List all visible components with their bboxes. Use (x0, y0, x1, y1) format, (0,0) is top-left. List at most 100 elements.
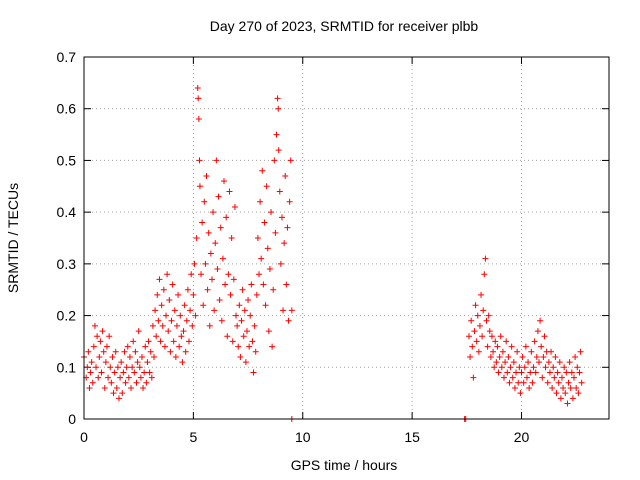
data-point (273, 131, 280, 138)
data-point (533, 353, 540, 360)
data-point (84, 364, 91, 371)
data-point (516, 364, 523, 371)
data-point (187, 307, 194, 314)
data-point (259, 167, 266, 174)
data-point (540, 353, 547, 360)
data-point (144, 359, 151, 366)
data-point (576, 369, 583, 376)
x-tick-label: 0 (80, 429, 88, 445)
data-point (170, 338, 177, 345)
data-point (93, 364, 100, 371)
data-point (555, 379, 562, 386)
data-point (496, 353, 503, 360)
data-point (161, 343, 168, 350)
data-point (490, 348, 497, 355)
data-point (468, 317, 475, 324)
data-point (87, 369, 94, 376)
data-point (552, 353, 559, 360)
y-tick-label: 0.3 (57, 256, 77, 272)
data-point (157, 338, 164, 345)
x-tick-label: 20 (514, 429, 530, 445)
data-point (99, 328, 106, 335)
data-point (158, 302, 165, 309)
data-point (121, 348, 128, 355)
data-point (96, 353, 103, 360)
data-point (517, 390, 524, 397)
axis-ticks: 0 0.1 0.2 0.3 0.4 0.5 0.6 0.7 0 5 10 15 20 (57, 49, 609, 445)
x-tick-label: 5 (189, 429, 197, 445)
data-point (285, 317, 292, 324)
data-point (275, 105, 282, 112)
data-point (164, 271, 171, 278)
data-point (163, 312, 170, 319)
data-point (200, 302, 207, 309)
data-point (130, 338, 137, 345)
data-point (178, 333, 185, 340)
data-point (169, 281, 176, 288)
data-point (190, 291, 197, 298)
data-point (278, 214, 285, 221)
data-point (565, 379, 572, 386)
data-point (204, 286, 211, 293)
data-point (494, 343, 501, 350)
data-point (472, 302, 479, 309)
data-point (493, 359, 500, 366)
data-point (265, 328, 272, 335)
data-point (98, 369, 105, 376)
data-point (563, 369, 570, 376)
data-point (528, 348, 535, 355)
data-point (106, 333, 113, 340)
grid-lines (84, 57, 609, 419)
data-point (504, 369, 511, 376)
data-point (270, 286, 277, 293)
data-point (527, 369, 534, 376)
data-point (188, 271, 195, 278)
data-point (214, 266, 221, 273)
data-point (249, 338, 256, 345)
data-point (505, 353, 512, 360)
data-point (86, 384, 93, 391)
data-point (578, 379, 585, 386)
data-point (179, 359, 186, 366)
data-point (247, 312, 254, 319)
data-point (572, 353, 579, 360)
data-point (218, 317, 225, 324)
data-point (553, 390, 560, 397)
data-point (235, 343, 242, 350)
data-point (135, 328, 142, 335)
data-point (196, 183, 203, 190)
data-point (205, 229, 212, 236)
data-point (275, 147, 282, 154)
data-point (117, 374, 124, 381)
data-point (233, 312, 240, 319)
data-point (91, 322, 98, 329)
data-point (564, 400, 571, 407)
data-point (248, 281, 255, 288)
data-point (480, 307, 487, 314)
data-point (147, 348, 154, 355)
data-point (530, 364, 537, 371)
data-point (107, 364, 114, 371)
data-point (495, 369, 502, 376)
data-point (219, 255, 226, 262)
data-point (237, 353, 244, 360)
data-point (276, 188, 283, 195)
data-point (173, 322, 180, 329)
x-tick-label: 10 (295, 429, 311, 445)
data-point (277, 260, 284, 267)
data-point (283, 281, 290, 288)
data-point (208, 276, 215, 283)
data-point (228, 235, 235, 241)
data-point (566, 359, 573, 366)
data-point (501, 374, 507, 381)
data-point (263, 183, 270, 190)
data-point (156, 276, 163, 283)
data-point (241, 307, 248, 314)
data-point (280, 307, 287, 314)
data-point (557, 395, 564, 402)
data-point (485, 312, 492, 319)
data-point (492, 338, 499, 345)
data-point (167, 348, 174, 355)
data-point (224, 333, 231, 340)
data-point (149, 322, 156, 329)
